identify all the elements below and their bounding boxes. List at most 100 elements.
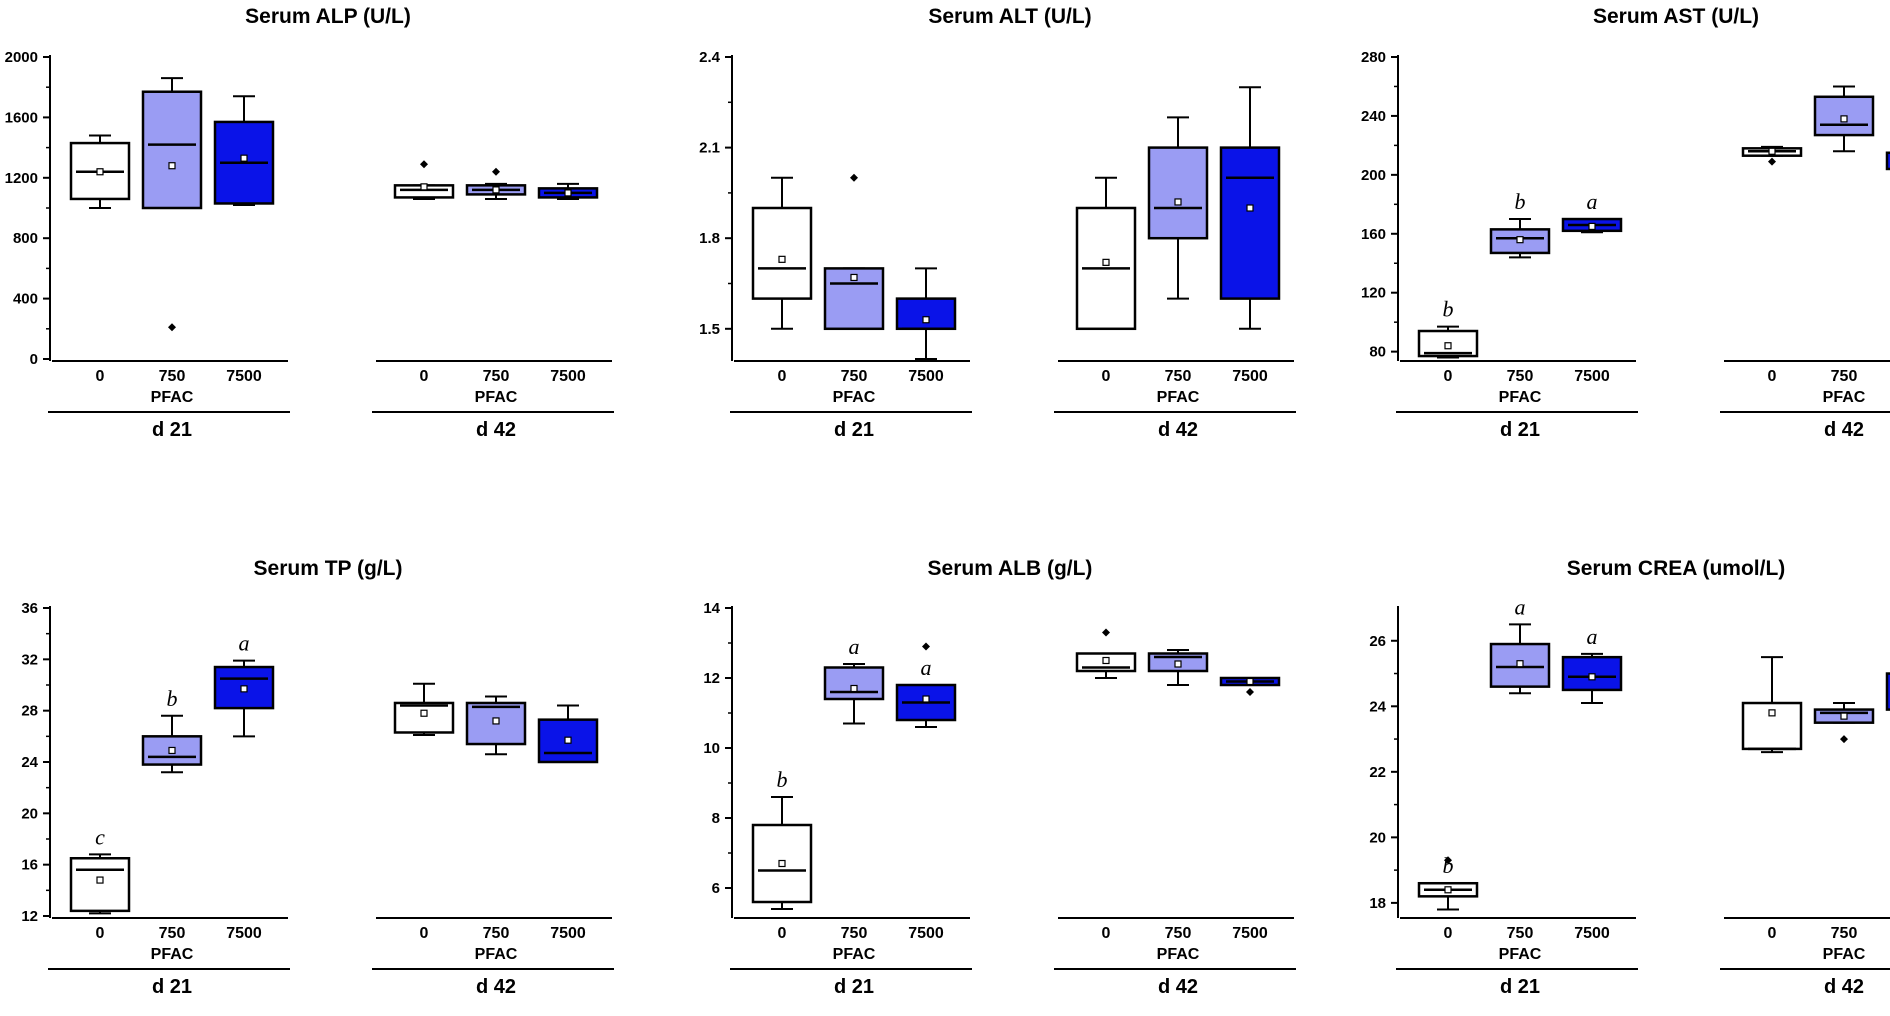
period-label: d 42 xyxy=(476,419,516,441)
chart-panel-0: Serum ALP (U/L) 0 400 800 1200 1600 2000 0 750 75… xyxy=(5,5,614,441)
mean-marker xyxy=(1516,660,1524,668)
y-tick-label: 0 xyxy=(30,351,38,368)
y-tick-label: 2.1 xyxy=(699,140,720,157)
y-tick-label: 1200 xyxy=(5,170,38,187)
x-category-label: 750 xyxy=(483,925,510,942)
y-tick-label: 36 xyxy=(21,600,38,617)
y-tick-label: 26 xyxy=(1369,633,1386,650)
mean-marker xyxy=(778,859,786,868)
box-0 xyxy=(1741,656,1803,754)
box-iqr xyxy=(751,206,813,300)
y-tick-label: 400 xyxy=(13,291,38,308)
box-750 xyxy=(465,695,527,756)
chart-panel-5: Serum CREA (umol/L)1820222426b0a750a7500… xyxy=(1369,557,1890,998)
y-tick-label: 1.5 xyxy=(699,321,720,338)
chart-panel-1: Serum ALT (U/L)1.51.82.12.40 750 7500PFACd… xyxy=(699,5,1296,441)
x-category-label: 0 xyxy=(1768,368,1777,385)
significance-letter: a xyxy=(1515,594,1526,619)
period-label: d 42 xyxy=(1824,976,1864,998)
box-7500 xyxy=(537,182,599,200)
x-category-label: 7500 xyxy=(226,368,262,385)
period-label: d 21 xyxy=(834,976,874,998)
mean-marker xyxy=(492,186,500,194)
box-0: b xyxy=(1417,853,1479,911)
x-category-label: 750 xyxy=(1165,925,1192,942)
x-category-label: 7500 xyxy=(908,925,944,942)
box-7500: a xyxy=(895,642,957,728)
box-7500 xyxy=(1885,672,1890,711)
box-0 xyxy=(1741,145,1803,166)
y-tick-label: 28 xyxy=(21,703,38,720)
box-iqr xyxy=(1219,146,1281,300)
outlier-point xyxy=(850,173,858,182)
box-0 xyxy=(69,134,131,209)
y-tick-label: 800 xyxy=(13,230,38,247)
box-0: b xyxy=(751,767,813,910)
box-0 xyxy=(1075,176,1137,331)
chart-panel-2: Serum AST (U/L) 80 120 160 200 240 280 b 0 b 750 a 7… xyxy=(1361,5,1890,441)
mean-marker xyxy=(1768,709,1776,717)
x-category-label: 0 xyxy=(96,925,105,942)
box-7500: a xyxy=(1561,189,1623,234)
period-label: d 42 xyxy=(1824,419,1864,441)
outlier-point xyxy=(1840,735,1848,744)
x-category-label: 750 xyxy=(1507,368,1534,385)
x-category-label: 7500 xyxy=(1232,368,1268,385)
x-category-label: 0 xyxy=(420,368,429,385)
group-label-pfac: PFAC xyxy=(475,946,518,963)
mean-marker xyxy=(564,736,572,744)
mean-marker xyxy=(1516,236,1524,244)
group-label-pfac: PFAC xyxy=(1823,389,1866,406)
x-category-label: 7500 xyxy=(1574,925,1610,942)
x-category-label: 0 xyxy=(1102,368,1111,385)
significance-letter: a xyxy=(921,655,932,680)
period-label: d 42 xyxy=(476,976,516,998)
mean-marker xyxy=(168,162,176,170)
y-tick-label: 22 xyxy=(1369,764,1386,781)
mean-marker xyxy=(1246,204,1254,212)
box-0: c xyxy=(69,824,131,915)
mean-marker xyxy=(1444,342,1452,350)
x-category-label: 7500 xyxy=(226,925,262,942)
group-label-pfac: PFAC xyxy=(1499,946,1542,963)
chart-title: Serum ALT (U/L) xyxy=(928,5,1091,28)
outlier-point xyxy=(1444,856,1452,865)
mean-marker xyxy=(1174,198,1182,206)
group-label-pfac: PFAC xyxy=(151,389,194,406)
period-label: d 21 xyxy=(834,419,874,441)
mean-marker xyxy=(1588,222,1596,231)
group-label-pfac: PFAC xyxy=(1823,946,1866,963)
box-750 xyxy=(1147,116,1209,300)
significance-letter: a xyxy=(1587,624,1598,649)
period-label: d 21 xyxy=(152,976,192,998)
x-category-label: 750 xyxy=(841,925,868,942)
significance-letter: b xyxy=(1443,297,1454,322)
box-iqr xyxy=(895,297,957,331)
y-tick-label: 32 xyxy=(21,651,38,668)
box-7500 xyxy=(213,95,275,206)
mean-marker xyxy=(564,189,572,197)
y-tick-label: 1600 xyxy=(5,109,38,126)
x-category-label: 750 xyxy=(483,368,510,385)
y-tick-label: 12 xyxy=(21,908,38,925)
y-tick-label: 2000 xyxy=(5,49,38,66)
y-tick-label: 1.8 xyxy=(699,230,720,247)
x-category-label: 0 xyxy=(778,368,787,385)
x-category-label: 0 xyxy=(1102,925,1111,942)
mean-marker xyxy=(1768,147,1776,155)
box-750 xyxy=(465,167,527,200)
mean-marker xyxy=(492,717,500,725)
mean-marker xyxy=(1840,712,1848,720)
mean-marker xyxy=(1588,673,1596,681)
box-iqr xyxy=(465,701,527,746)
x-category-label: 750 xyxy=(1507,925,1534,942)
outlier-point xyxy=(492,167,500,176)
x-category-label: 750 xyxy=(1831,368,1858,385)
y-tick-label: 160 xyxy=(1361,226,1386,243)
x-category-label: 7500 xyxy=(1232,925,1268,942)
outlier-point xyxy=(1246,688,1254,696)
box-7500: a xyxy=(213,631,275,738)
y-tick-label: 20 xyxy=(21,805,38,822)
mean-marker xyxy=(1102,258,1110,266)
